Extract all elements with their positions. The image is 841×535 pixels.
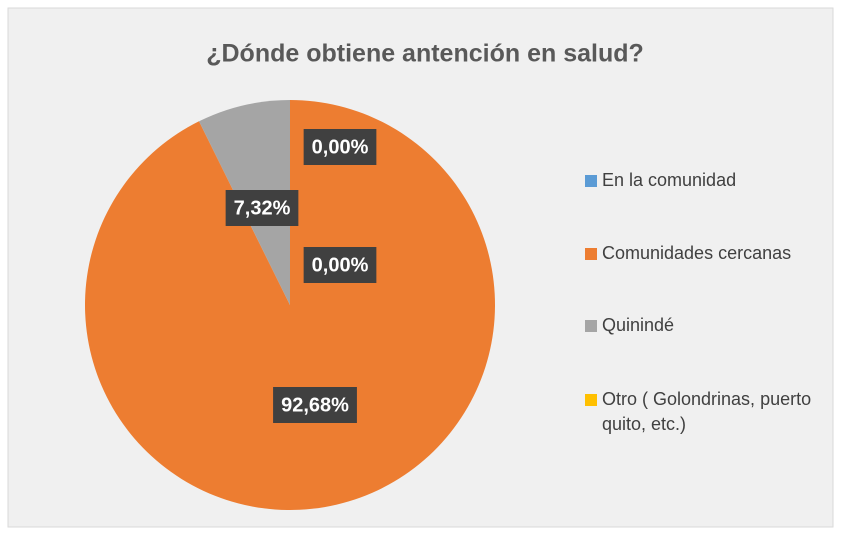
data-label-bg [225, 190, 299, 226]
legend-label: Otro ( Golondrinas, puerto quito, etc.) [602, 389, 812, 434]
legend-label: Quinindé [602, 315, 675, 335]
data-label: 0,00% [312, 254, 369, 276]
legend-swatch [585, 175, 597, 187]
data-label: 0,00% [312, 136, 369, 158]
data-label-bg [303, 129, 377, 165]
legend-swatch [585, 248, 597, 260]
legend-swatch [585, 394, 597, 406]
legend-swatch [585, 320, 597, 332]
chart-title: ¿Dónde obtiene antención en salud? [206, 40, 644, 68]
data-label-bg [303, 247, 377, 283]
data-label-bg [273, 387, 357, 423]
legend-label: Comunidades cercanas [602, 243, 792, 263]
data-label: 7,32% [234, 197, 291, 219]
data-label: 92,68% [281, 394, 349, 416]
legend-label: En la comunidad [602, 170, 737, 190]
pie-slice [84, 100, 495, 510]
